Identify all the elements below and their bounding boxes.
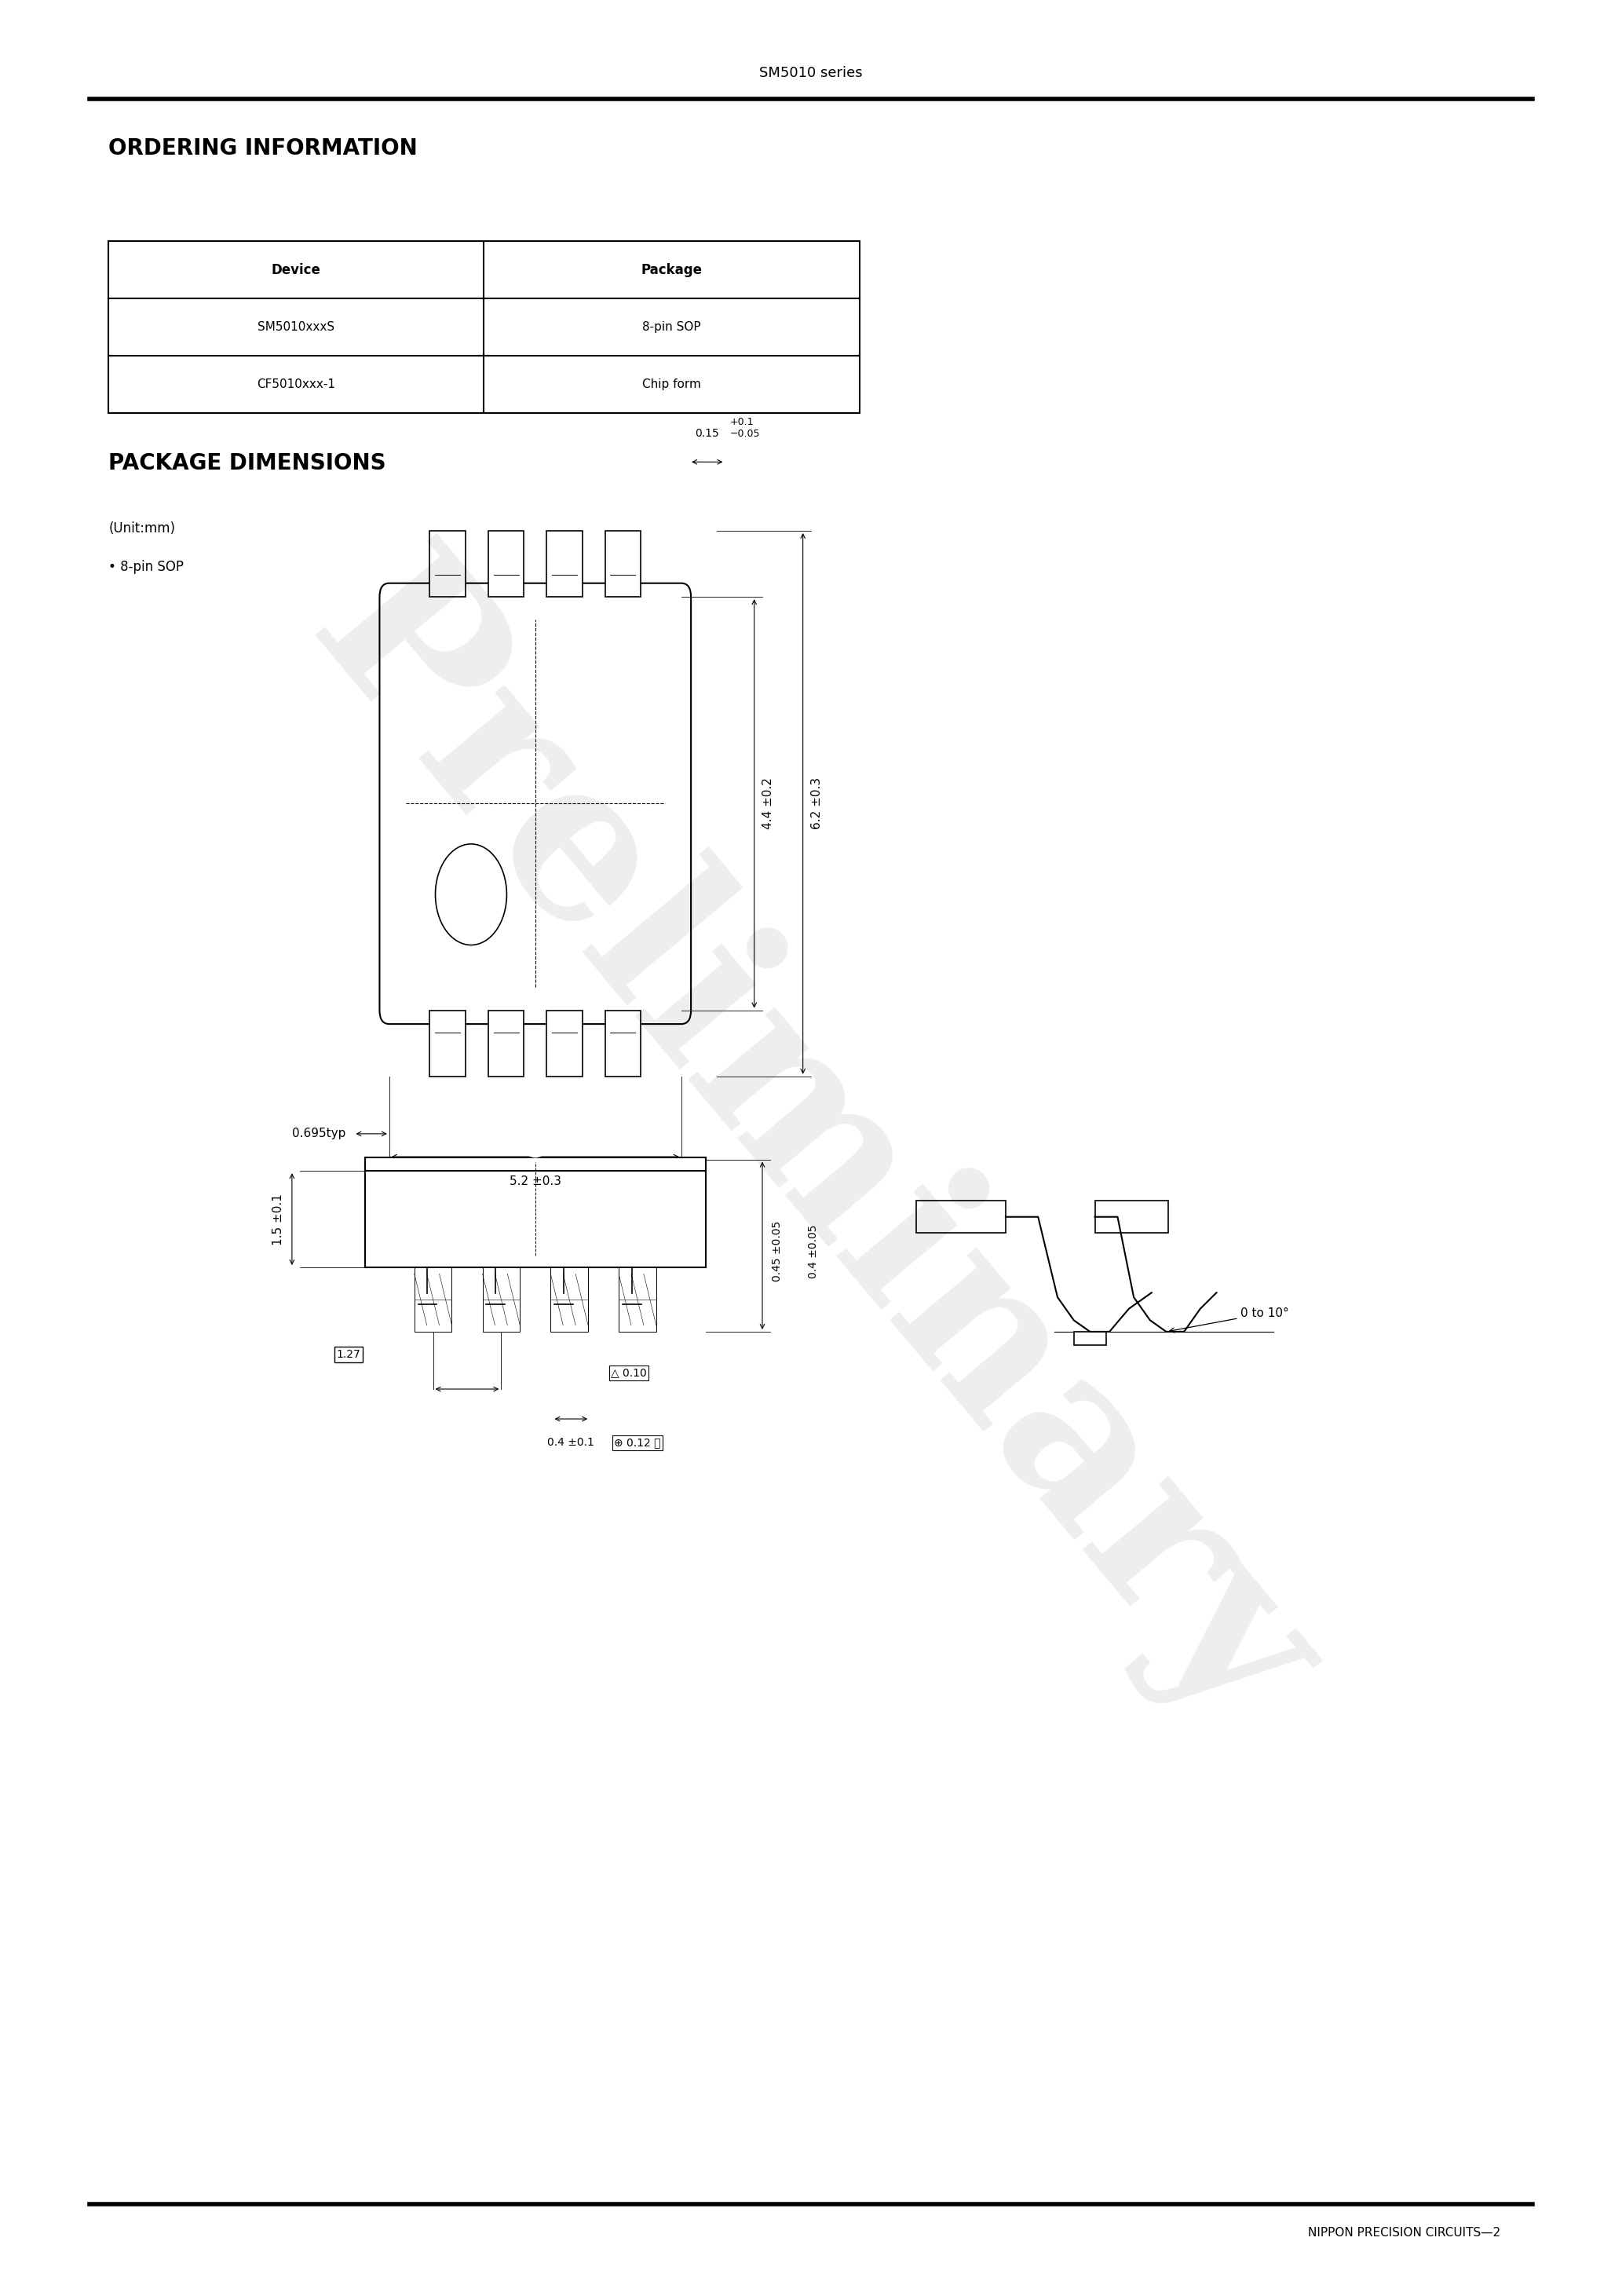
Text: 0.695typ: 0.695typ	[292, 1127, 345, 1139]
Text: 0.45 ±0.05: 0.45 ±0.05	[772, 1221, 783, 1281]
Bar	[1095, 1201, 1168, 1233]
Bar	[430, 530, 466, 597]
Bar	[430, 1010, 466, 1077]
Text: SM5010 series: SM5010 series	[759, 67, 863, 80]
Text: SM5010xxxS: SM5010xxxS	[258, 321, 334, 333]
Text: Chip form: Chip form	[642, 379, 701, 390]
Text: 0.15: 0.15	[696, 427, 719, 439]
Text: △ 0.10: △ 0.10	[611, 1368, 647, 1378]
Bar	[916, 1201, 1006, 1233]
Bar	[365, 1157, 706, 1171]
Text: (Unit:mm): (Unit:mm)	[109, 521, 175, 535]
Bar	[547, 1010, 582, 1077]
Text: ORDERING INFORMATION: ORDERING INFORMATION	[109, 138, 418, 161]
Text: 1.27: 1.27	[337, 1350, 360, 1359]
Bar	[605, 530, 641, 597]
Bar	[488, 1010, 524, 1077]
Bar	[1074, 1332, 1106, 1345]
Text: 6.2 ±0.3: 6.2 ±0.3	[811, 778, 822, 829]
FancyBboxPatch shape	[380, 583, 691, 1024]
Text: PACKAGE DIMENSIONS: PACKAGE DIMENSIONS	[109, 452, 386, 475]
Bar	[547, 530, 582, 597]
Text: 5.2 ±0.3: 5.2 ±0.3	[509, 1176, 561, 1187]
Text: 0 to 10°: 0 to 10°	[1169, 1306, 1289, 1332]
Bar	[482, 1267, 521, 1332]
Bar	[550, 1267, 589, 1332]
Bar	[488, 530, 524, 597]
Text: 0.4 ±0.1: 0.4 ±0.1	[548, 1437, 595, 1449]
Text: ⊕ 0.12 Ⓜ: ⊕ 0.12 Ⓜ	[615, 1437, 660, 1449]
Bar	[605, 1010, 641, 1077]
Text: CF5010xxx-1: CF5010xxx-1	[256, 379, 336, 390]
Bar	[109, 241, 860, 413]
Circle shape	[519, 1111, 551, 1157]
Text: 4.4 ±0.2: 4.4 ±0.2	[762, 778, 774, 829]
Text: 1.5 ±0.1: 1.5 ±0.1	[272, 1194, 284, 1244]
Bar	[618, 1267, 657, 1332]
Text: Device: Device	[271, 262, 321, 278]
Text: +0.1
−0.05: +0.1 −0.05	[730, 418, 761, 439]
Text: 0.4 ±0.05: 0.4 ±0.05	[808, 1224, 819, 1279]
Text: 8-pin SOP: 8-pin SOP	[642, 321, 701, 333]
Text: NIPPON PRECISION CIRCUITS—2: NIPPON PRECISION CIRCUITS—2	[1307, 2227, 1500, 2239]
Text: Package: Package	[641, 262, 702, 278]
Text: Preliminary: Preliminary	[266, 528, 1356, 1768]
Text: • 8-pin SOP: • 8-pin SOP	[109, 560, 183, 574]
Bar	[414, 1267, 453, 1332]
Bar	[365, 1171, 706, 1267]
